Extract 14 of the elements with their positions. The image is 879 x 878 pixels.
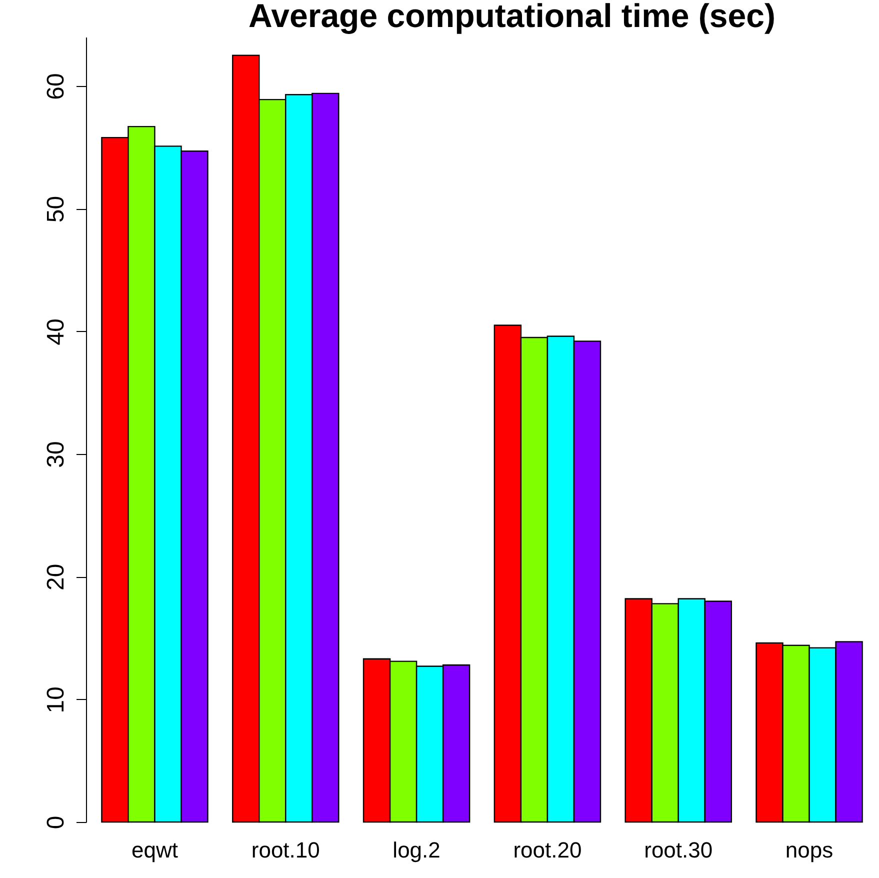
- y-tick-label: 20: [42, 564, 70, 591]
- y-tick-label: 40: [42, 318, 70, 346]
- x-tick-label: nops: [785, 838, 834, 862]
- y-tick-label: 10: [42, 686, 70, 714]
- y-tick-label: 30: [42, 441, 70, 468]
- x-tick-label: eqwt: [131, 838, 178, 862]
- x-tick-label: root.30: [644, 838, 713, 862]
- x-tick-label: log.2: [392, 838, 440, 862]
- y-tick-label: 50: [42, 196, 70, 223]
- chart-title: Average computational time (sec): [248, 0, 776, 34]
- y-tick-label: 60: [42, 73, 70, 100]
- y-tick-label: 0: [42, 816, 70, 830]
- x-tick-label: root.20: [513, 838, 582, 862]
- x-tick-label: root.10: [251, 838, 320, 862]
